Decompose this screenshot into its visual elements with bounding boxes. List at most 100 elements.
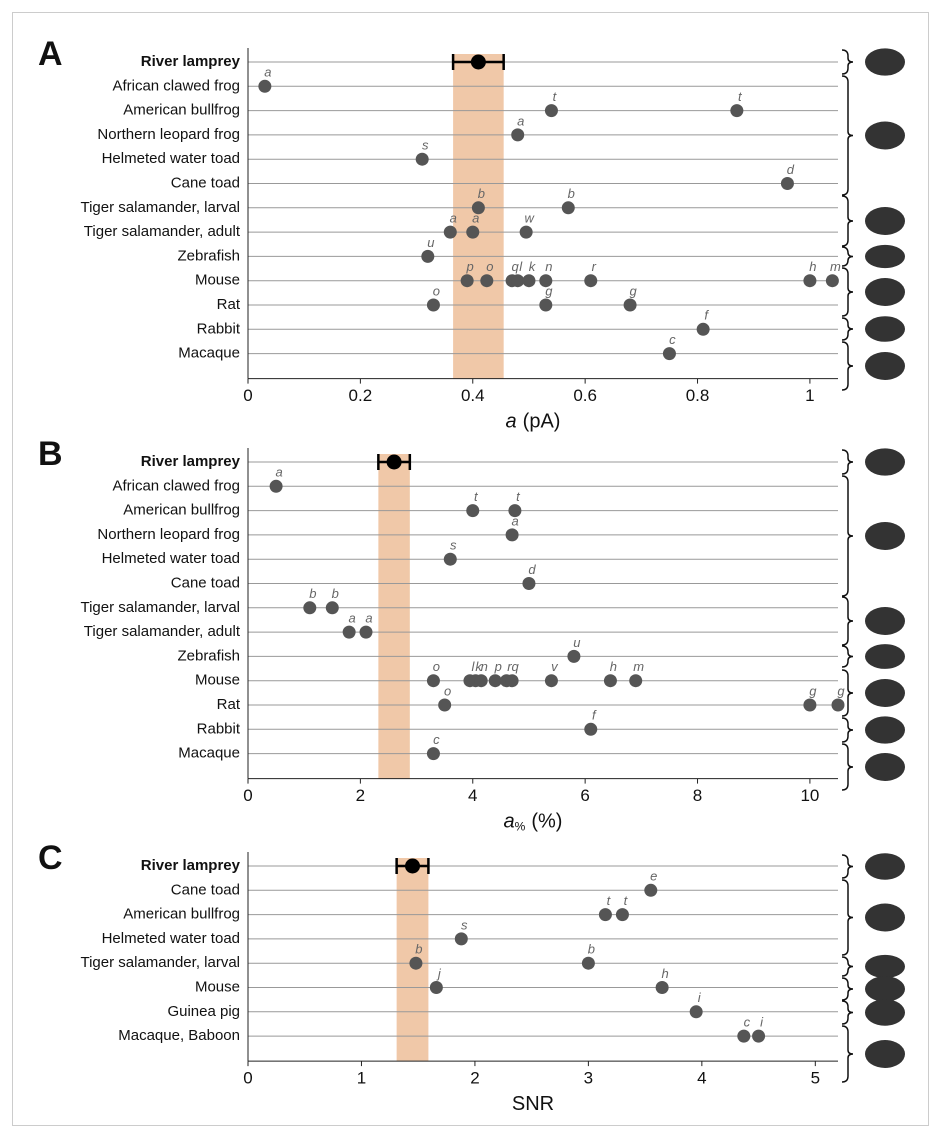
panel-label: A: [38, 35, 63, 73]
data-point: [409, 956, 423, 970]
point-letter: a: [275, 465, 282, 480]
x-tick-label: 0.8: [686, 386, 710, 405]
silhouette: [865, 607, 905, 635]
silhouette: [865, 679, 905, 707]
category-label: Zebrafish: [177, 247, 240, 264]
data-point: [689, 1005, 703, 1019]
point-letter: m: [830, 259, 841, 274]
data-point: [508, 504, 522, 518]
data-point: [511, 274, 525, 288]
data-point: [480, 274, 494, 288]
brace: [841, 977, 854, 1001]
point-letter: i: [760, 1015, 764, 1030]
category-label: Helmeted water toad: [102, 930, 240, 947]
x-tick-label: 2: [356, 786, 365, 805]
brace: [841, 1000, 854, 1025]
point-letter: r: [507, 659, 512, 674]
data-point: [426, 298, 440, 312]
data-point: [522, 577, 536, 590]
data-point: [603, 674, 617, 688]
silhouette: [865, 976, 905, 1002]
brace: [841, 854, 854, 879]
point-letter: q: [511, 259, 519, 274]
x-label-part: a: [506, 411, 517, 433]
error-band: [378, 454, 410, 779]
point-letter: r: [592, 259, 597, 274]
point-letter: c: [744, 1015, 751, 1030]
point-letter: q: [511, 659, 519, 674]
point-letter: k: [529, 259, 537, 274]
point-letter: h: [662, 966, 669, 981]
point-letter: l: [472, 659, 476, 674]
mean-point: [386, 454, 402, 470]
panel-label: B: [38, 435, 63, 473]
point-letter: a: [472, 211, 479, 226]
data-point: [825, 274, 839, 288]
category-label: River lamprey: [141, 53, 241, 70]
point-letter: a: [365, 611, 372, 626]
category-label: American bullfrog: [123, 502, 240, 519]
point-letter: c: [433, 732, 440, 747]
point-letter: a: [264, 65, 271, 80]
category-label: Tiger salamander, adult: [84, 623, 241, 640]
silhouette: [865, 716, 905, 744]
data-point: [567, 649, 581, 663]
category-label: Mouse: [195, 272, 240, 289]
data-point: [544, 674, 558, 688]
x-label-part: SNR: [512, 1093, 554, 1115]
x-label-part: a: [504, 811, 515, 833]
point-letter: f: [592, 708, 597, 723]
silhouette: [865, 244, 905, 269]
category-label: Northern leopard frog: [97, 126, 240, 143]
data-point: [519, 225, 533, 239]
data-point: [629, 674, 643, 688]
x-tick-label: 6: [580, 786, 589, 805]
silhouette: [865, 207, 905, 235]
brace: [841, 317, 854, 341]
point-letter: t: [553, 89, 558, 104]
x-tick-label: 4: [468, 786, 477, 805]
data-point: [598, 908, 612, 922]
data-point: [466, 504, 480, 518]
category-label: Macaque: [178, 345, 240, 362]
category-label: Tiger salamander, adult: [84, 223, 241, 240]
point-letter: m: [633, 659, 644, 674]
data-point: [623, 298, 637, 312]
data-point: [342, 625, 356, 639]
data-point: [584, 274, 598, 288]
data-point: [415, 152, 429, 166]
data-point: [466, 225, 480, 239]
data-point: [460, 274, 474, 288]
brace: [841, 645, 854, 668]
point-letter: t: [516, 489, 521, 504]
data-point: [581, 956, 595, 970]
point-letter: j: [436, 966, 442, 981]
silhouette: [865, 999, 905, 1026]
data-point: [303, 601, 317, 615]
category-label: Cane toad: [171, 881, 240, 898]
category-label: African clawed frog: [112, 477, 240, 494]
data-point: [539, 298, 553, 312]
point-letter: o: [486, 259, 493, 274]
x-tick-label: 5: [811, 1069, 820, 1088]
x-tick-label: 0.2: [349, 386, 373, 405]
brace: [841, 743, 854, 791]
data-point: [443, 552, 457, 566]
silhouette: [865, 121, 905, 150]
brace: [841, 669, 854, 717]
category-label: Macaque: [178, 745, 240, 762]
data-point: [539, 274, 553, 288]
point-letter: b: [332, 586, 339, 601]
category-label: American bullfrog: [123, 906, 240, 923]
category-label: Helmeted water toad: [102, 150, 240, 167]
point-letter: g: [629, 283, 637, 298]
silhouette: [865, 278, 905, 306]
x-label-part: (%): [531, 811, 562, 833]
data-point: [803, 698, 817, 712]
data-point: [505, 674, 519, 688]
data-point: [803, 274, 817, 288]
brace: [841, 75, 854, 196]
panel-label: C: [38, 839, 63, 877]
brace: [841, 195, 854, 247]
